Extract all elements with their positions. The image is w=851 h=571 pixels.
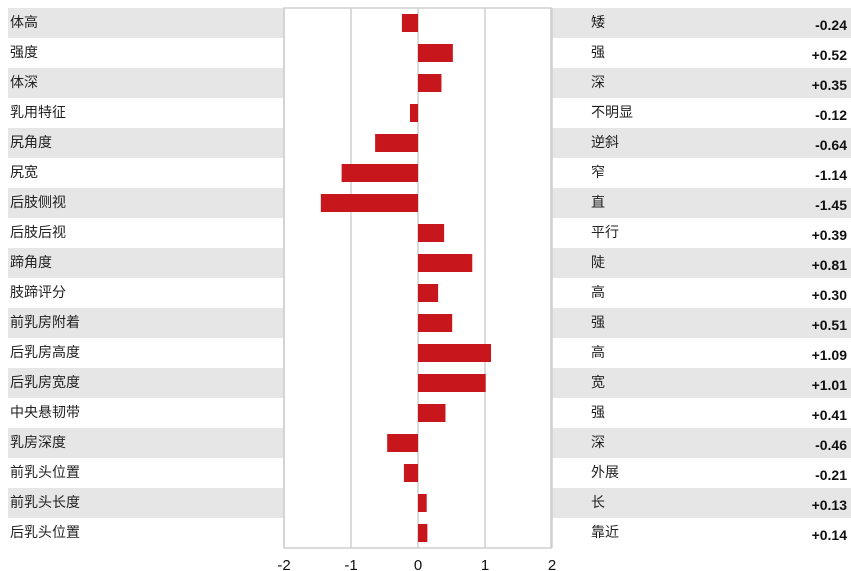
bar — [409, 104, 418, 122]
bar — [418, 314, 453, 332]
bar — [418, 74, 442, 92]
descriptor-label: 靠近 — [591, 525, 619, 541]
descriptor-label: 强 — [591, 45, 605, 61]
value-label: +1.01 — [812, 377, 848, 393]
value-label: -0.21 — [815, 467, 847, 483]
category-label: 肢蹄评分 — [10, 284, 66, 301]
grid-lines — [283, 7, 553, 549]
bar — [418, 404, 446, 422]
category-label: 后肢侧视 — [10, 195, 66, 211]
category-label: 中央悬韧带 — [10, 405, 80, 421]
bar — [320, 194, 418, 212]
value-label: +0.14 — [812, 527, 848, 543]
value-labels: -0.24 +0.52 +0.35 -0.12 -0.64 -1.14 -1.45 +0.39… — [812, 17, 848, 543]
bars — [320, 14, 492, 542]
x-axis-ticks: -2 -1 0 1 2 — [277, 557, 556, 571]
x-tick-label: 2 — [548, 557, 556, 571]
category-label: 强度 — [10, 45, 38, 61]
category-label: 体深 — [10, 75, 38, 91]
descriptor-label: 高 — [591, 284, 605, 301]
value-label: -0.46 — [815, 437, 847, 453]
descriptor-label: 高 — [591, 344, 605, 361]
value-label: -0.12 — [815, 107, 847, 123]
descriptor-label: 矮 — [591, 15, 605, 31]
bar — [418, 44, 453, 62]
descriptor-label: 宽 — [591, 374, 605, 391]
plot-border — [283, 7, 552, 549]
category-label: 后乳头位置 — [10, 525, 80, 541]
category-label: 前乳房附着 — [10, 314, 80, 331]
bar — [375, 134, 418, 152]
category-label: 尻角度 — [10, 135, 52, 151]
value-label: +0.35 — [812, 77, 848, 93]
value-label: +0.39 — [812, 227, 848, 243]
descriptor-label: 外展 — [591, 465, 619, 481]
category-label: 乳房深度 — [10, 435, 66, 451]
value-label: +0.30 — [812, 287, 848, 303]
category-label: 前乳头长度 — [10, 494, 80, 511]
bar — [387, 434, 418, 452]
descriptor-label: 强 — [591, 405, 605, 421]
bar — [418, 524, 428, 542]
x-tick-label: -2 — [277, 557, 290, 571]
bar — [418, 224, 445, 242]
descriptor-label: 深 — [591, 435, 605, 451]
x-tick-label: 1 — [481, 557, 489, 571]
value-label: -1.14 — [815, 167, 847, 183]
descriptor-label: 窄 — [591, 164, 605, 181]
category-label: 后乳房高度 — [10, 344, 80, 361]
bar — [341, 164, 418, 182]
x-tick-label: 0 — [414, 557, 422, 571]
descriptor-label: 深 — [591, 75, 605, 91]
value-label: -1.45 — [815, 197, 847, 213]
descriptor-label: 不明显 — [591, 105, 633, 121]
value-label: -0.64 — [815, 137, 847, 153]
value-label: +0.41 — [812, 407, 848, 423]
category-label: 蹄角度 — [10, 254, 52, 271]
descriptor-label: 长 — [591, 495, 605, 511]
bar — [401, 14, 418, 32]
category-label: 后乳房宽度 — [10, 374, 80, 391]
value-label: +0.51 — [812, 317, 848, 333]
category-label: 体高 — [10, 14, 38, 31]
value-label: +0.13 — [812, 497, 848, 513]
bar — [418, 374, 486, 392]
bar — [418, 344, 492, 362]
bar — [418, 494, 427, 512]
value-label: +0.52 — [812, 47, 848, 63]
row-labels: 体高强度体深乳用特征尻角度尻宽后肢侧视后肢后视蹄角度肢蹄评分前乳房附着后乳房高度… — [10, 14, 80, 541]
category-label: 尻宽 — [10, 164, 38, 181]
value-label: +0.81 — [812, 257, 848, 273]
bar — [418, 254, 473, 272]
category-label: 乳用特征 — [10, 105, 66, 121]
descriptor-label: 陡 — [591, 255, 605, 271]
descriptor-label: 强 — [591, 315, 605, 331]
x-tick-label: -1 — [344, 557, 357, 571]
descriptor-label: 平行 — [591, 225, 619, 241]
value-label: -0.24 — [815, 17, 847, 33]
bar — [418, 284, 439, 302]
category-label: 后肢后视 — [10, 225, 66, 241]
category-label: 前乳头位置 — [10, 464, 80, 481]
descriptor-label: 逆斜 — [591, 135, 619, 151]
descriptor-label: 直 — [591, 194, 605, 211]
bar — [403, 464, 418, 482]
value-label: +1.09 — [812, 347, 848, 363]
